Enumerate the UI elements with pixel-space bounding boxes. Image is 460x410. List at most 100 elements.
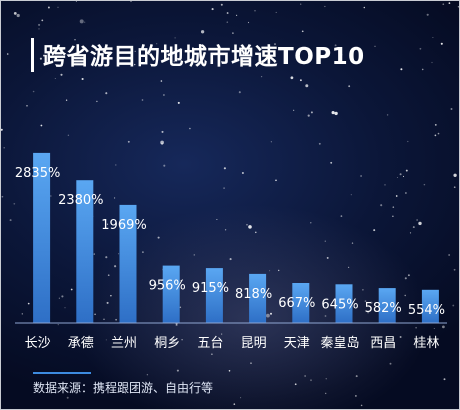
star — [277, 269, 280, 272]
star — [114, 197, 116, 199]
star — [275, 11, 277, 13]
star — [200, 30, 205, 34]
star — [304, 375, 306, 377]
star — [395, 195, 398, 197]
star — [240, 397, 242, 399]
category-label: 五台 — [197, 336, 223, 351]
star — [226, 21, 229, 23]
bar — [205, 268, 223, 323]
star — [384, 184, 386, 186]
star — [426, 13, 429, 16]
star — [226, 12, 229, 14]
star — [61, 48, 64, 51]
star — [134, 63, 136, 66]
star — [282, 305, 285, 308]
star — [216, 218, 218, 221]
star — [175, 323, 178, 327]
star — [27, 302, 30, 305]
star — [392, 215, 394, 217]
category-label: 天津 — [284, 336, 310, 351]
star — [228, 370, 231, 372]
category-labels-group: 长沙 承德 兰州 桐乡 五台 昆明 天津 秦皇岛 西昌 桂林 — [25, 335, 440, 351]
star — [124, 392, 127, 394]
category-label: 秦皇岛 — [320, 335, 359, 351]
bar — [33, 152, 51, 323]
star — [232, 32, 234, 34]
value-labels-group: 2835% 2380% 1969% 956% 915% 818% 667% 645% 582% 5… — [15, 166, 445, 318]
star — [334, 44, 337, 47]
star — [67, 134, 70, 136]
star — [221, 333, 223, 335]
star — [157, 236, 160, 239]
star — [74, 39, 76, 41]
star — [83, 342, 86, 345]
star — [434, 134, 437, 137]
star — [211, 353, 213, 356]
star — [412, 226, 415, 229]
star — [6, 53, 9, 55]
star — [402, 175, 405, 177]
star — [43, 54, 45, 57]
star — [1, 195, 4, 198]
star — [270, 312, 272, 315]
star — [419, 47, 422, 50]
star — [61, 295, 64, 298]
star — [299, 79, 302, 82]
star — [396, 177, 398, 178]
star — [294, 383, 297, 386]
star — [246, 223, 248, 226]
category-label: 昆明 — [241, 336, 267, 351]
star — [114, 265, 117, 268]
star — [57, 323, 59, 326]
star — [160, 140, 164, 145]
star — [38, 28, 40, 30]
star — [94, 313, 96, 316]
star — [432, 36, 434, 39]
star — [254, 10, 256, 12]
star — [434, 124, 437, 126]
star — [431, 61, 433, 64]
star — [363, 6, 366, 9]
star — [269, 270, 271, 272]
star — [442, 3, 445, 6]
star — [367, 311, 370, 314]
star — [127, 140, 130, 143]
star — [65, 99, 68, 101]
star — [423, 183, 426, 186]
star — [79, 19, 84, 24]
star — [105, 256, 108, 259]
star — [350, 194, 352, 196]
star — [310, 379, 312, 382]
star — [404, 277, 407, 280]
star — [433, 327, 435, 330]
star — [448, 254, 450, 256]
star — [274, 43, 276, 46]
source-accent-line — [33, 372, 91, 374]
star — [57, 6, 59, 8]
value-label: 667% — [278, 296, 315, 311]
star — [60, 73, 63, 76]
bar — [292, 283, 310, 323]
star — [443, 378, 446, 381]
star — [96, 100, 98, 103]
star — [54, 77, 56, 80]
star — [442, 325, 445, 329]
star — [293, 109, 295, 111]
star — [110, 295, 112, 297]
star — [134, 388, 136, 390]
star — [103, 318, 105, 320]
star — [233, 403, 236, 405]
star — [301, 30, 304, 33]
star — [400, 68, 403, 71]
star — [399, 173, 402, 176]
star — [373, 229, 376, 232]
category-label: 西昌 — [370, 336, 396, 351]
bar — [119, 204, 137, 323]
star — [76, 60, 78, 63]
star — [330, 161, 333, 164]
star — [300, 3, 302, 5]
star — [64, 307, 66, 309]
star — [324, 240, 326, 242]
